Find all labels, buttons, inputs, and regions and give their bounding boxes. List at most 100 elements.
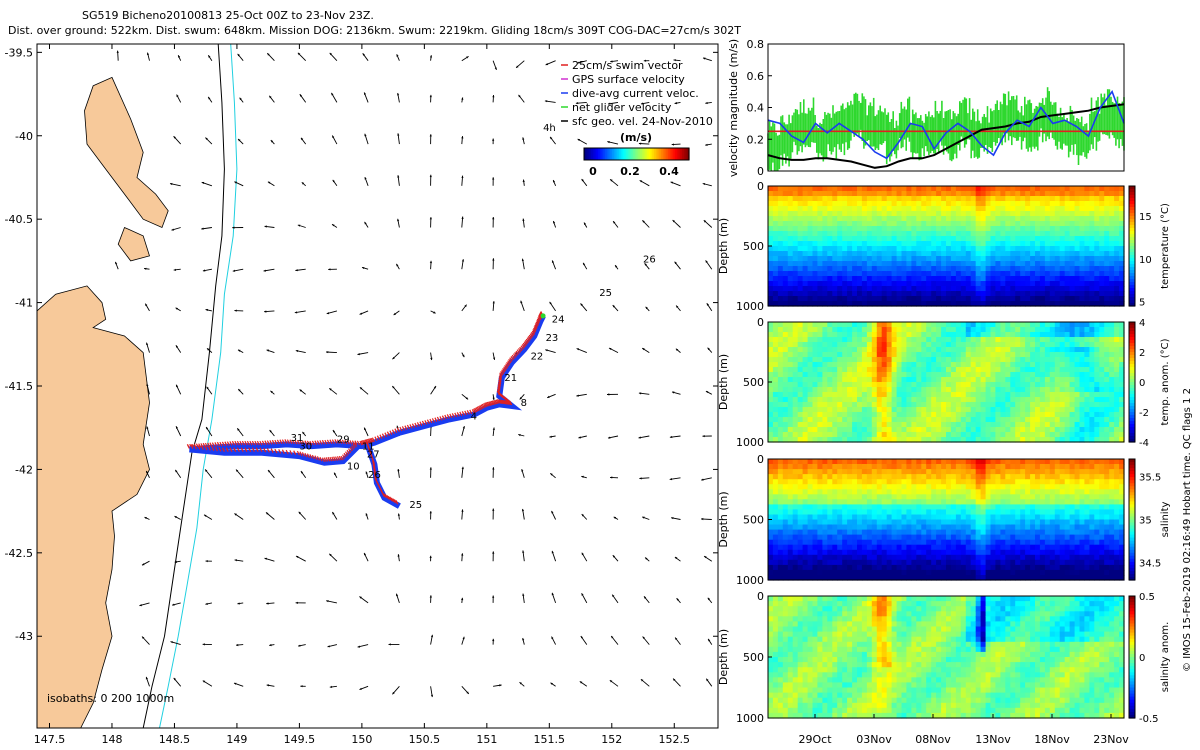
swim-vector [483,403,487,408]
heatmap-cell [1054,437,1061,443]
heatmap-cell [842,201,848,207]
arrow-head [581,552,584,556]
heatmap-cell [970,337,977,343]
heatmap-cell [1109,327,1115,333]
heatmap-cell [946,397,952,403]
arrow-head [576,348,580,351]
swim-vector [522,342,526,348]
heatmap-cell [946,281,952,287]
heatmap-cell [941,432,947,438]
heatmap-cell [990,342,996,348]
heatmap-cell [876,296,883,302]
heatmap-cell [955,332,962,338]
heatmap-cell [1010,327,1016,333]
heatmap-cell [817,392,823,398]
heatmap-cell [787,201,794,207]
heatmap-cell [926,236,932,242]
heatmap-cell [980,236,987,242]
heatmap-cell [955,221,962,227]
heatmap-cell [1119,266,1125,272]
heatmap-cell [1074,296,1081,302]
heatmap-cell [817,382,823,388]
heatmap-cell [1069,211,1076,217]
heatmap-cell [827,261,833,267]
heatmap-cell [797,387,804,393]
heatmap-cell [797,412,804,418]
heatmap-cell [1109,276,1115,282]
heatmap-cell [985,246,992,252]
heatmap-cell [787,261,794,267]
heatmap-cell [960,357,967,363]
heatmap-cell [1059,196,1066,202]
heatmap-cell [861,256,868,262]
heatmap-cell [970,322,977,328]
arrow-head [334,472,337,476]
colorbar-cell [1129,343,1135,347]
heatmap-cell [965,437,972,443]
heatmap-cell [1119,347,1125,353]
colorbar-tick-label: -2 [1139,408,1149,419]
day-label: 23 [546,333,559,344]
heatmap-cell [955,387,962,393]
heatmap-cell [911,342,917,348]
arrow-head [146,383,149,387]
arrow-head [202,680,206,683]
heatmap-cell [995,437,1001,443]
heatmap-cell [1035,437,1041,443]
heatmap-cell [901,226,907,232]
heatmap-cell [886,352,893,358]
heatmap-cell [807,352,814,358]
heatmap-cell [777,322,784,328]
colorbar-cell [673,148,676,160]
heatmap-cell [1020,367,1026,373]
heatmap-cell [842,357,848,363]
heatmap-cell [995,422,1001,428]
arrow-head [238,389,241,392]
heatmap-cell [1035,301,1041,307]
heatmap-cell [1054,402,1061,408]
swim-vector [251,447,255,452]
heatmap-cell [787,382,794,388]
arrow-head [492,595,495,598]
heatmap-cell [1069,256,1076,262]
arrow-head [638,392,642,395]
heatmap-cell [812,276,818,282]
heatmap-cell [832,226,838,232]
heatmap-cell [1039,281,1046,287]
heatmap-cell [911,407,917,413]
heatmap-cell [1044,387,1051,393]
heatmap-cell [852,201,858,207]
heatmap-cell [802,241,809,247]
heatmap-cell [891,256,898,262]
heatmap-cell [1099,427,1105,433]
heatmap-cell [837,387,843,393]
heatmap-cell [921,347,927,353]
heatmap-cell [1025,367,1031,373]
heatmap-cell [1089,322,1095,328]
heatmap-cell [970,206,977,212]
heatmap-cell [1074,211,1081,217]
heatmap-cell [1064,296,1071,302]
heatmap-cell [881,362,888,368]
heatmap-cell [1010,322,1016,328]
heatmap-cell [1044,301,1051,307]
heatmap-cell [817,427,823,433]
colorbar-cell [1129,340,1135,344]
heatmap-cell [861,397,868,403]
swim-vector [488,401,492,406]
heatmap-cell [1039,422,1046,428]
heatmap-cell [1035,382,1041,388]
colorbar-cell [1129,430,1135,434]
swim-vector [334,439,338,444]
heatmap-cell [886,342,893,348]
heatmap-cell [847,362,853,368]
heatmap-cell [871,387,878,393]
heatmap-cell [941,412,947,418]
heatmap-cell [1020,206,1026,212]
heatmap-cell [921,357,927,363]
heatmap-cell [1114,392,1120,398]
heatmap-cell [901,241,907,247]
heatmap-cell [1000,211,1006,217]
heatmap-cell [990,362,996,368]
heatmap-cell [1119,372,1125,378]
